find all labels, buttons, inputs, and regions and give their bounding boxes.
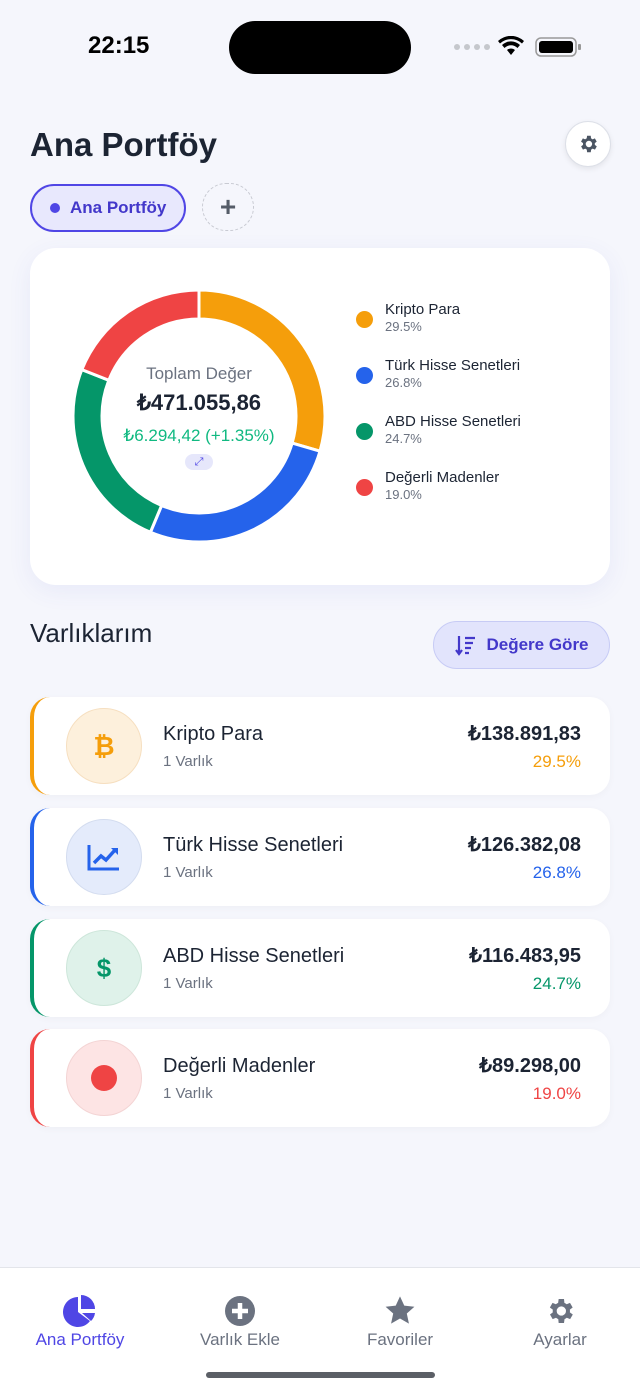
asset-pct: 24.7% [532, 974, 581, 993]
tab-label: Varlık Ekle [200, 1330, 280, 1349]
asset-count: 1 Varlık [163, 1085, 213, 1102]
asset-name: ABD Hisse Senetleri [163, 945, 345, 967]
expand-icon[interactable]: ⤢ [185, 454, 213, 470]
total-change: ₺6.294,42 (+1.35%) [123, 426, 275, 445]
asset-row-turk-hisse[interactable]: Türk Hisse Senetleri 1 Varlık ₺126.382,0… [30, 808, 610, 906]
legend-name: Kripto Para [385, 301, 461, 318]
tab-ayarlar[interactable]: Ayarlar [480, 1292, 640, 1350]
legend-dot [356, 367, 373, 384]
wifi-icon [498, 36, 524, 55]
total-value: ₺471.055,86 [136, 390, 262, 415]
gear-icon [581, 135, 597, 153]
page-title: Ana Portföy [30, 126, 218, 163]
dynamic-island [229, 21, 411, 74]
battery-icon [535, 37, 581, 57]
sort-icon [455, 636, 476, 656]
active-dot [50, 203, 60, 213]
legend-name: Türk Hisse Senetleri [385, 357, 521, 374]
home-indicator [206, 1372, 435, 1378]
asset-row-abd-hisse[interactable]: $ ABD Hisse Senetleri 1 Varlık ₺116.483,… [30, 919, 610, 1017]
legend-dot [356, 479, 373, 496]
asset-count: 1 Varlık [163, 975, 213, 992]
asset-name: Türk Hisse Senetleri [163, 834, 344, 856]
legend-dot [356, 311, 373, 328]
gear-icon [549, 1299, 573, 1323]
chart-legend: Kripto Para 29.5% Türk Hisse Senetleri 26.… [356, 301, 521, 525]
asset-name: Kripto Para [163, 723, 264, 745]
total-label: Toplam Değer [146, 364, 252, 383]
legend-pct: 24.7% [385, 431, 422, 446]
allocation-donut-chart[interactable] [72, 289, 326, 543]
circle-icon [66, 1040, 142, 1116]
section-title: Varlıklarım [30, 618, 153, 648]
tab-label: Favoriler [366, 1330, 434, 1349]
legend-pct: 26.8% [385, 375, 422, 390]
tab-label: Ayarlar [533, 1330, 587, 1349]
asset-count: 1 Varlık [163, 864, 213, 881]
asset-pct: 26.8% [532, 863, 581, 882]
sort-button[interactable]: Değere Göre [433, 621, 610, 669]
legend-name: ABD Hisse Senetleri [385, 413, 521, 430]
status-time: 22:15 [88, 32, 150, 59]
asset-value: ₺138.891,83 [468, 723, 581, 745]
asset-count: 1 Varlık [163, 753, 213, 770]
chip-label: Ana Portföy [70, 198, 167, 217]
asset-row-kripto[interactable]: ₿ Kripto Para 1 Varlık ₺138.891,83 29.5% [30, 697, 610, 795]
asset-pct: 19.0% [532, 1084, 581, 1103]
portfolio-chip-ana-portfoy[interactable]: Ana Portföy [30, 184, 187, 232]
settings-button[interactable] [565, 121, 611, 167]
legend-pct: 29.5% [385, 319, 422, 334]
add-portfolio-button[interactable]: + [202, 183, 254, 231]
legend-item: Türk Hisse Senetleri 26.8% [356, 357, 521, 390]
asset-value: ₺89.298,00 [479, 1055, 581, 1077]
asset-value: ₺126.382,08 [468, 834, 581, 856]
tab-bar: Ana Portföy Varlık Ekle Favoriler Ayarla… [0, 1267, 640, 1391]
donut-slice-3[interactable] [79, 289, 201, 383]
chart-line-icon [66, 819, 142, 895]
asset-name: Değerli Madenler [163, 1055, 316, 1077]
dollar-icon: $ [66, 930, 142, 1006]
pie-chart-icon [63, 1295, 95, 1327]
legend-item: Kripto Para 29.5% [356, 301, 521, 334]
asset-value: ₺116.483,95 [469, 945, 581, 967]
legend-item: ABD Hisse Senetleri 24.7% [356, 413, 521, 446]
legend-name: Değerli Madenler [385, 469, 500, 486]
tab-varlik-ekle[interactable]: Varlık Ekle [160, 1292, 320, 1350]
tab-favoriler[interactable]: Favoriler [320, 1292, 480, 1350]
bitcoin-icon: ₿ [66, 708, 142, 784]
donut-center: Toplam Değer ₺471.055,86 ₺6.294,42 (+1.3… [99, 364, 299, 470]
sort-label: Değere Göre [486, 635, 589, 654]
legend-item: Değerli Madenler 19.0% [356, 469, 521, 502]
asset-row-degerli-madenler[interactable]: Değerli Madenler 1 Varlık ₺89.298,00 19.… [30, 1029, 610, 1127]
legend-dot [356, 423, 373, 440]
signal-icon [454, 44, 490, 50]
plus-circle-icon [225, 1296, 255, 1326]
legend-pct: 19.0% [385, 487, 422, 502]
tab-label: Ana Portföy [35, 1330, 125, 1349]
asset-pct: 29.5% [532, 752, 581, 771]
star-icon [385, 1296, 415, 1324]
tab-ana-portfoy[interactable]: Ana Portföy [0, 1292, 160, 1350]
